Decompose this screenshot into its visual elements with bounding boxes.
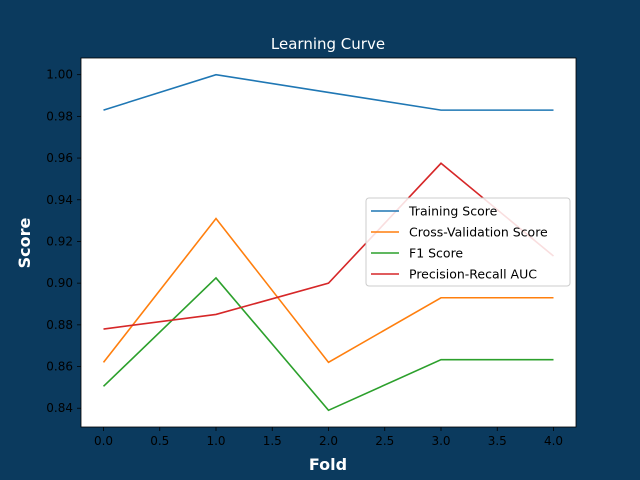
x-tick-label-6: 3.0 <box>431 434 450 448</box>
y-tick-label-8: 1.00 <box>46 68 73 82</box>
y-tick-label-6: 0.96 <box>46 151 73 165</box>
x-tick-label-5: 2.5 <box>375 434 394 448</box>
legend-label-3: Precision-Recall AUC <box>409 267 537 282</box>
y-tick-label-5: 0.94 <box>46 193 73 207</box>
x-tick-label-8: 4.0 <box>544 434 563 448</box>
x-tick-label-3: 1.5 <box>263 434 282 448</box>
legend-label-0: Training Score <box>408 204 498 219</box>
legend: Training Score Cross-Validation Score F1 S… <box>365 197 571 287</box>
legend-label-1: Cross-Validation Score <box>409 225 548 240</box>
x-tick-label-0: 0.0 <box>94 434 113 448</box>
y-tick-label-7: 0.98 <box>46 109 73 123</box>
chart-title: Learning Curve <box>271 35 385 53</box>
x-tick-label-2: 1.0 <box>206 434 225 448</box>
x-axis-ticks: 0.0 0.5 1.0 1.5 2.0 2.5 3.0 3.5 4.0 <box>94 427 563 448</box>
x-tick-label-4: 2.0 <box>319 434 338 448</box>
series-line-3 <box>103 162 555 330</box>
x-tick-label-7: 3.5 <box>488 434 507 448</box>
legend-label-2: F1 Score <box>409 246 463 261</box>
x-tick-label-1: 0.5 <box>150 434 169 448</box>
series-line-1 <box>102 217 554 364</box>
y-tick-label-1: 0.86 <box>46 360 73 374</box>
legend-box <box>365 197 571 287</box>
y-tick-label-2: 0.88 <box>46 318 73 332</box>
series-line-0 <box>103 73 554 111</box>
x-axis-label: Fold <box>309 455 347 474</box>
y-tick-label-4: 0.92 <box>46 234 73 248</box>
y-axis-label: Score <box>15 217 34 268</box>
series-line-2 <box>102 276 554 412</box>
y-tick-label-3: 0.90 <box>46 276 73 290</box>
y-tick-label-0: 0.84 <box>46 401 73 415</box>
series-layer <box>102 73 555 412</box>
y-axis-ticks: 0.84 0.86 0.88 0.90 0.92 0.94 0.96 0.98 1.00 <box>46 68 81 415</box>
